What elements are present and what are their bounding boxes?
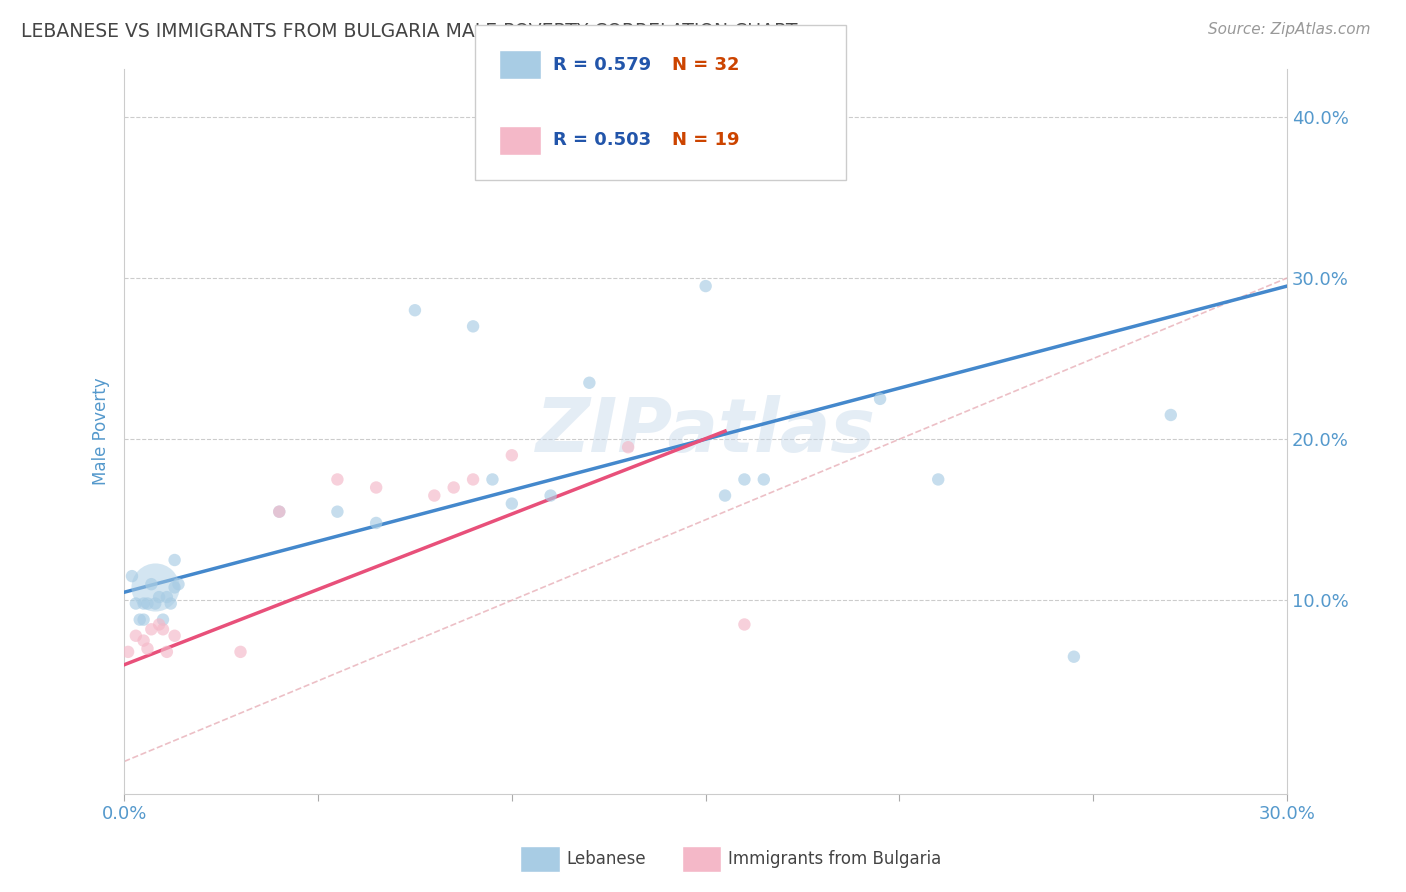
Point <box>269 505 291 519</box>
Point <box>128 613 150 627</box>
Point <box>125 597 148 611</box>
Point <box>141 623 163 637</box>
Point <box>927 472 949 486</box>
Point <box>443 481 465 495</box>
Point <box>136 597 159 611</box>
Point <box>148 590 170 604</box>
Point <box>163 553 186 567</box>
Point <box>143 581 166 595</box>
Point <box>125 629 148 643</box>
Point <box>461 319 484 334</box>
Text: LEBANESE VS IMMIGRANTS FROM BULGARIA MALE POVERTY CORRELATION CHART: LEBANESE VS IMMIGRANTS FROM BULGARIA MAL… <box>21 22 797 41</box>
Text: R = 0.579: R = 0.579 <box>553 55 651 74</box>
Text: Lebanese: Lebanese <box>567 850 647 868</box>
Point <box>132 597 155 611</box>
Point <box>481 472 503 486</box>
Point <box>121 569 143 583</box>
Point <box>152 623 174 637</box>
Point <box>1063 649 1085 664</box>
Text: N = 32: N = 32 <box>672 55 740 74</box>
Point <box>229 645 252 659</box>
Point <box>366 516 388 530</box>
Point <box>540 489 562 503</box>
Point <box>132 613 155 627</box>
Point <box>1160 408 1182 422</box>
Point <box>366 481 388 495</box>
Point <box>733 472 755 486</box>
Point <box>156 590 179 604</box>
Point <box>163 629 186 643</box>
Point <box>501 448 523 462</box>
Point <box>326 472 349 486</box>
Point <box>501 497 523 511</box>
Text: ZIPatlas: ZIPatlas <box>536 394 876 467</box>
Point <box>143 597 166 611</box>
Point <box>136 641 159 656</box>
Point <box>159 597 181 611</box>
Point <box>141 577 163 591</box>
Point <box>148 617 170 632</box>
Point <box>152 613 174 627</box>
Text: R = 0.503: R = 0.503 <box>553 131 651 150</box>
Point <box>733 617 755 632</box>
Point <box>461 472 484 486</box>
Y-axis label: Male Poverty: Male Poverty <box>93 377 110 485</box>
Point <box>752 472 775 486</box>
Point <box>163 581 186 595</box>
Point <box>695 279 717 293</box>
Point <box>617 440 640 454</box>
Text: N = 19: N = 19 <box>672 131 740 150</box>
Point <box>714 489 737 503</box>
Point <box>404 303 426 318</box>
Point <box>132 633 155 648</box>
Point <box>167 577 190 591</box>
Point <box>326 505 349 519</box>
Text: Source: ZipAtlas.com: Source: ZipAtlas.com <box>1208 22 1371 37</box>
Point <box>117 645 139 659</box>
Point <box>423 489 446 503</box>
Point <box>156 645 179 659</box>
Text: Immigrants from Bulgaria: Immigrants from Bulgaria <box>728 850 942 868</box>
Point <box>269 505 291 519</box>
Point <box>578 376 600 390</box>
Point <box>869 392 891 406</box>
